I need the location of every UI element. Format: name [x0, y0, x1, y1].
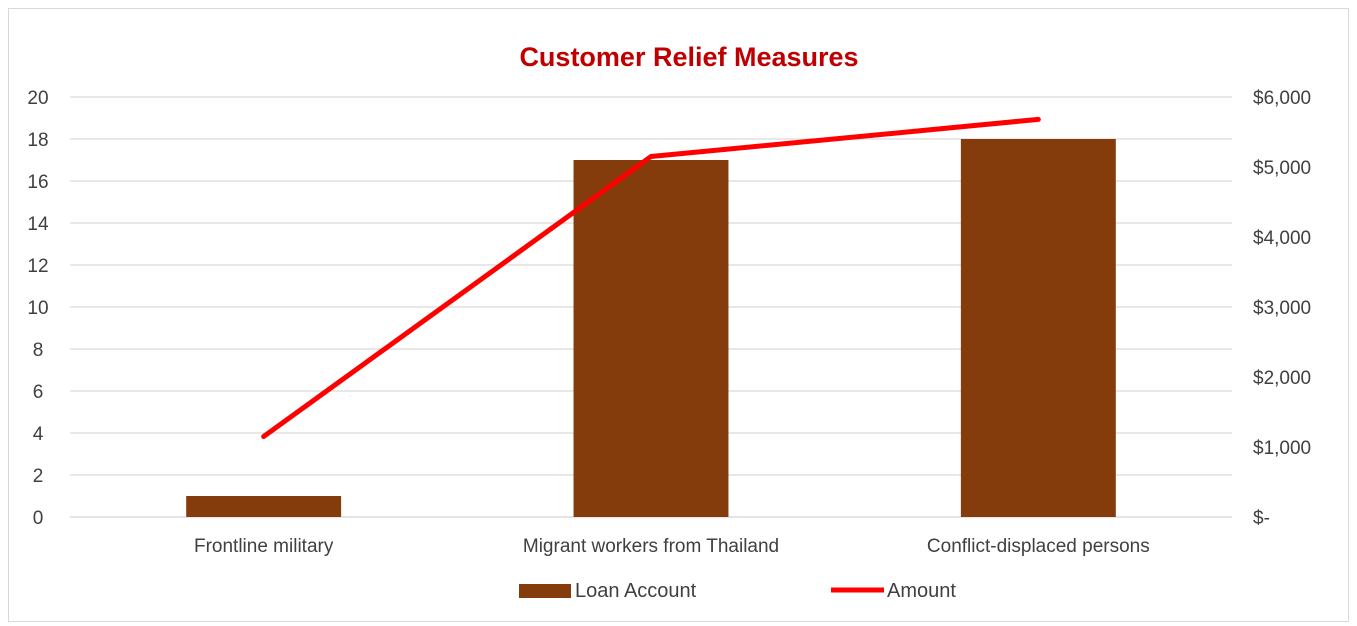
bar [186, 496, 342, 517]
y-tick-label: 6 [33, 382, 44, 403]
category-label: Conflict-displaced persons [927, 536, 1150, 557]
y2-tick-label: $4,000 [1253, 228, 1311, 249]
category-label: Migrant workers from Thailand [523, 536, 779, 557]
y-tick-label: 16 [27, 172, 48, 193]
chart-title: Customer Relief Measures [519, 42, 858, 72]
legend: Loan Account Amount [519, 580, 956, 602]
line-series [261, 116, 1041, 439]
y2-tick-label: $1,000 [1253, 438, 1311, 459]
y-tick-label: 8 [33, 340, 44, 361]
y-tick-label: 12 [27, 256, 48, 277]
y-tick-label: 2 [33, 466, 44, 487]
bar [960, 139, 1116, 517]
right-axis: $- $1,000 $2,000 $3,000 $4,000 $5,000 $6,000 [1253, 88, 1311, 529]
y-tick-label: 10 [27, 298, 48, 319]
y-tick-label: 14 [27, 214, 49, 235]
legend-swatch-bar [519, 584, 571, 598]
y2-tick-label: $- [1253, 508, 1270, 529]
y2-tick-label: $3,000 [1253, 298, 1311, 319]
legend-label-line: Amount [887, 580, 956, 602]
y-tick-label: 20 [27, 88, 48, 109]
y-tick-label: 18 [27, 130, 48, 151]
category-axis: Frontline military Migrant workers from T… [194, 536, 1150, 557]
left-axis: 0 2 4 6 8 10 12 14 16 18 20 [27, 88, 49, 529]
y2-tick-label: $6,000 [1253, 88, 1311, 109]
bar-series [186, 139, 1116, 517]
legend-label-bar: Loan Account [575, 580, 697, 602]
category-label: Frontline military [194, 536, 334, 557]
bar [573, 160, 729, 517]
y2-tick-label: $2,000 [1253, 368, 1311, 389]
y-tick-label: 4 [33, 424, 44, 445]
y-tick-label: 0 [33, 508, 44, 529]
y2-tick-label: $5,000 [1253, 158, 1311, 179]
